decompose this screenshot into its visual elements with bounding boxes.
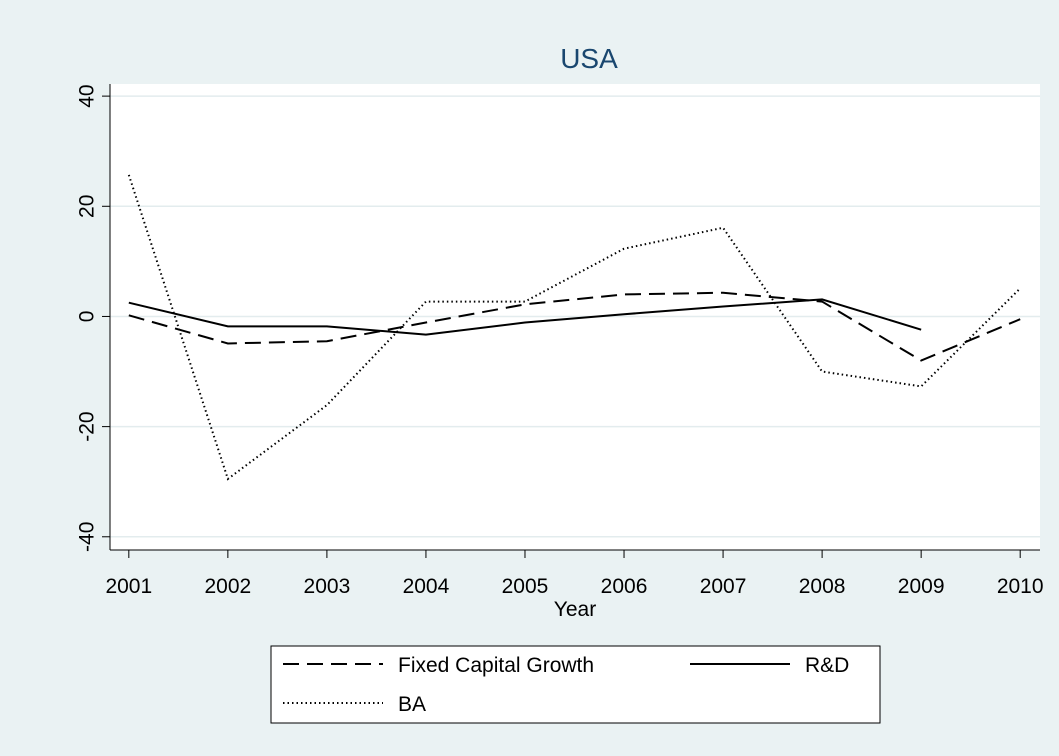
x-tick-label: 2009 — [898, 575, 945, 598]
series-line — [128, 298, 922, 336]
legend — [270, 645, 881, 724]
x-tick-label: 2006 — [601, 575, 648, 598]
legend-label: R&D — [805, 654, 849, 677]
y-tick-label: 40 — [76, 84, 99, 107]
y-tick-label: -40 — [76, 522, 99, 552]
x-tick-label: 2003 — [304, 575, 351, 598]
y-tick-label: 20 — [76, 195, 99, 218]
legend-label: Fixed Capital Growth — [398, 654, 594, 677]
x-tick-label: 2007 — [700, 575, 747, 598]
y-tick-label: 0 — [76, 311, 99, 323]
x-axis-title: Year — [554, 598, 596, 621]
x-tick-label: 2002 — [205, 575, 252, 598]
x-tick-label: 2008 — [799, 575, 846, 598]
x-tick-label: 2004 — [403, 575, 450, 598]
series-line — [128, 291, 1021, 362]
legend-label: BA — [398, 693, 426, 716]
x-tick-label: 2001 — [105, 575, 152, 598]
y-tick-label: -20 — [76, 411, 99, 441]
x-tick-label: 2010 — [997, 575, 1044, 598]
x-tick-label: 2005 — [502, 575, 549, 598]
chart-title: USA — [560, 43, 618, 74]
